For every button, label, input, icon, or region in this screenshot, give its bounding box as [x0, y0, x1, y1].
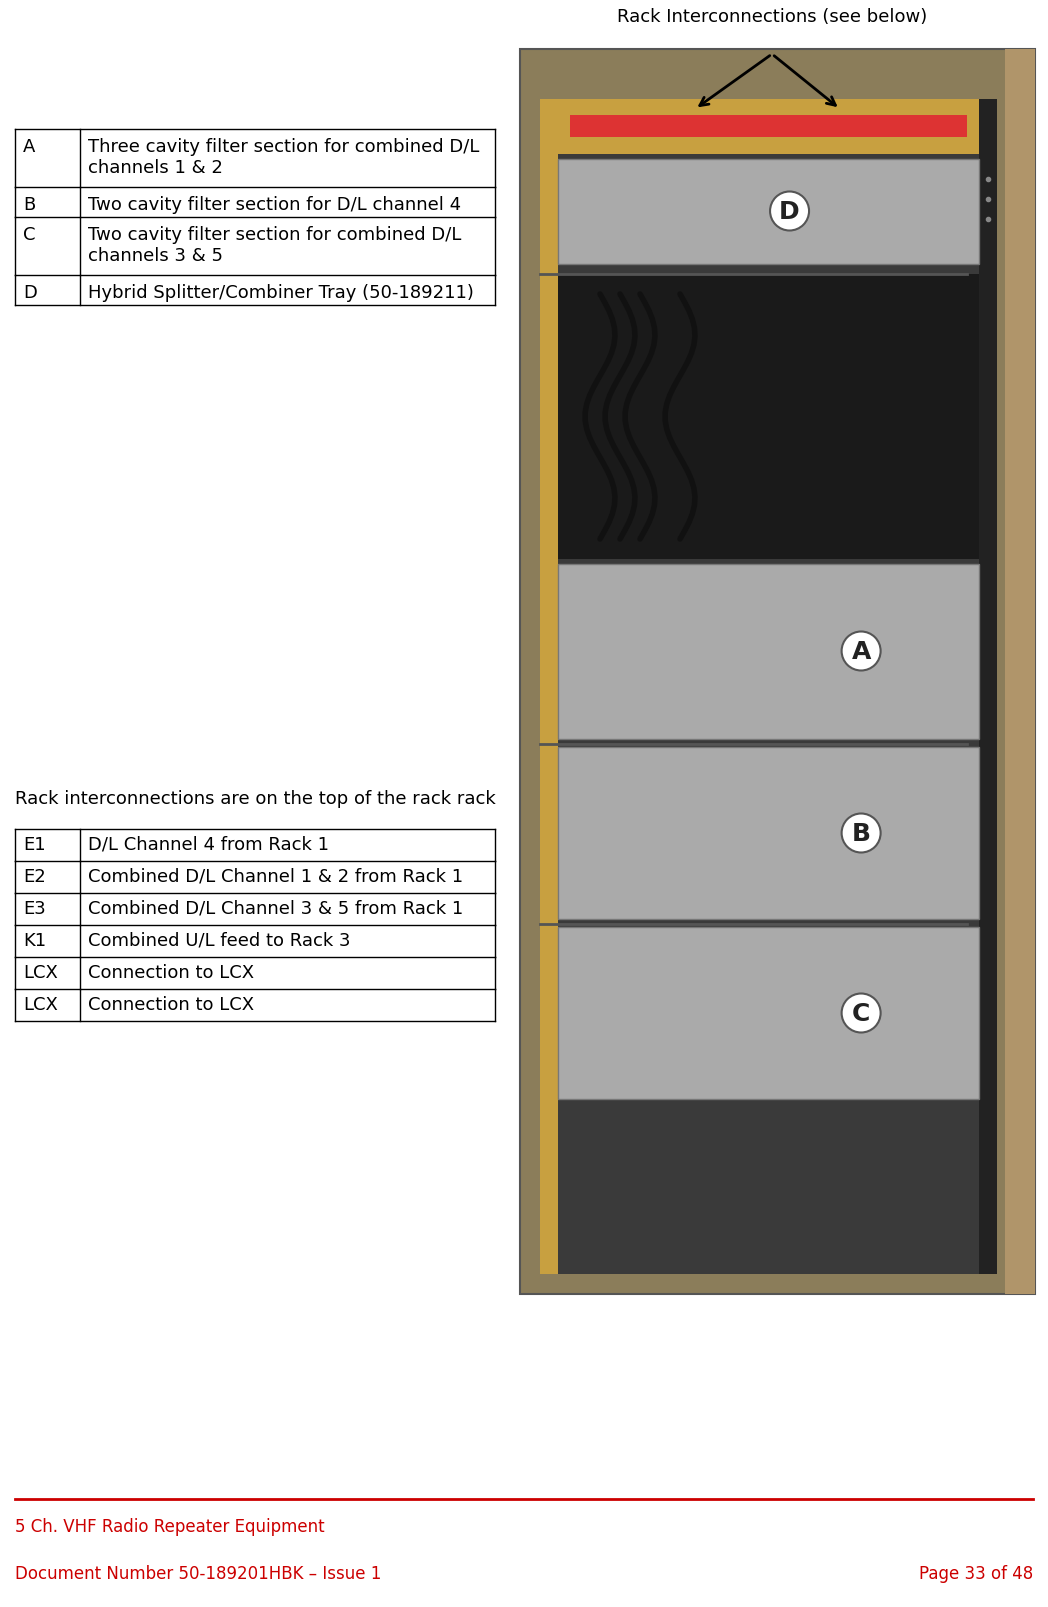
Bar	[540, 100, 997, 1274]
Text: D: D	[23, 284, 37, 302]
Text: Two cavity filter section for D/L channel 4: Two cavity filter section for D/L channe…	[88, 196, 461, 214]
Bar	[558, 747, 979, 919]
Text: B: B	[23, 196, 36, 214]
Text: Two cavity filter section for combined D/L
channels 3 & 5: Two cavity filter section for combined D…	[88, 227, 461, 265]
Text: Document Number 50-189201HBK – Issue 1: Document Number 50-189201HBK – Issue 1	[15, 1564, 381, 1581]
Text: Page 33 of 48: Page 33 of 48	[919, 1564, 1033, 1581]
Bar	[520, 50, 1035, 1294]
Text: E3: E3	[23, 900, 46, 918]
Text: Connection to LCX: Connection to LCX	[88, 995, 254, 1014]
Bar	[558, 275, 979, 559]
Text: K1: K1	[23, 932, 46, 950]
Text: 5 Ch. VHF Radio Repeater Equipment: 5 Ch. VHF Radio Repeater Equipment	[15, 1517, 325, 1535]
Text: A: A	[851, 640, 871, 664]
Text: Hybrid Splitter/Combiner Tray (50-189211): Hybrid Splitter/Combiner Tray (50-189211…	[88, 284, 474, 302]
Text: B: B	[852, 821, 871, 845]
Text: A: A	[23, 138, 36, 156]
Text: Three cavity filter section for combined D/L
channels 1 & 2: Three cavity filter section for combined…	[88, 138, 479, 177]
Text: Combined U/L feed to Rack 3: Combined U/L feed to Rack 3	[88, 932, 350, 950]
Text: Combined D/L Channel 3 & 5 from Rack 1: Combined D/L Channel 3 & 5 from Rack 1	[88, 900, 463, 918]
Text: Combined D/L Channel 1 & 2 from Rack 1: Combined D/L Channel 1 & 2 from Rack 1	[88, 868, 463, 885]
Text: E1: E1	[23, 836, 46, 853]
Text: E2: E2	[23, 868, 46, 885]
Bar	[558, 927, 979, 1099]
Text: Connection to LCX: Connection to LCX	[88, 964, 254, 982]
Bar	[979, 100, 997, 1274]
Text: Rack interconnections are on the top of the rack rack: Rack interconnections are on the top of …	[15, 789, 496, 807]
Bar	[558, 161, 979, 265]
Bar	[1005, 50, 1035, 1294]
Text: Rack Interconnections (see below): Rack Interconnections (see below)	[617, 8, 927, 26]
Bar	[540, 100, 997, 154]
Text: LCX: LCX	[23, 964, 58, 982]
Text: LCX: LCX	[23, 995, 58, 1014]
Bar	[558, 564, 979, 739]
Text: D: D	[780, 199, 800, 223]
Text: C: C	[23, 227, 36, 244]
Text: C: C	[852, 1001, 870, 1025]
Text: D/L Channel 4 from Rack 1: D/L Channel 4 from Rack 1	[88, 836, 329, 853]
Bar	[570, 116, 967, 138]
Bar	[540, 100, 558, 1274]
